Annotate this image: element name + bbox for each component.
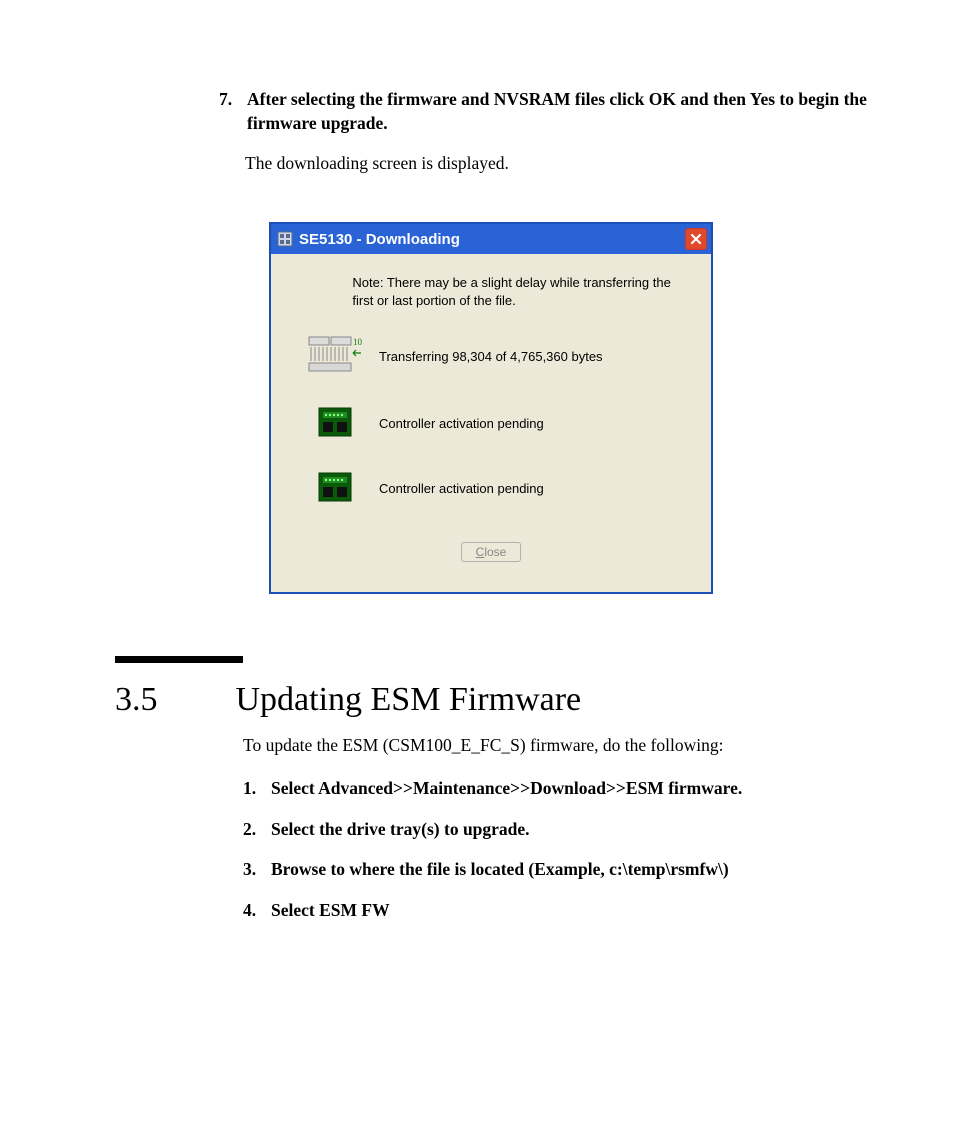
dialog-body: Note: There may be a slight delay while … bbox=[271, 254, 711, 592]
step-7: 7. After selecting the firmware and NVSR… bbox=[219, 88, 894, 135]
downloading-dialog: SE5130 - Downloading Note: There may be … bbox=[269, 222, 713, 594]
app-icon bbox=[277, 231, 293, 247]
close-button: Close bbox=[461, 542, 522, 562]
step-7-number: 7. bbox=[219, 88, 239, 135]
close-button-rest: lose bbox=[484, 545, 506, 559]
step-3-number: 3. bbox=[243, 857, 263, 882]
step-2: 2. Select the drive tray(s) to upgrade. bbox=[243, 817, 894, 842]
transfer-row: 101 Transferring 98,304 of 4,765,360 byt… bbox=[291, 335, 691, 378]
controller-a-text: Controller activation pending bbox=[379, 416, 544, 431]
dialog-close-button[interactable] bbox=[685, 228, 707, 250]
controller-chip-icon bbox=[317, 404, 353, 443]
section-rule bbox=[115, 656, 243, 663]
section-title: Updating ESM Firmware bbox=[236, 681, 582, 719]
step-1-text: Select Advanced>>Maintenance>>Download>>… bbox=[271, 776, 742, 801]
controller-chip-icon bbox=[317, 469, 353, 508]
dialog-title: SE5130 - Downloading bbox=[299, 231, 685, 248]
controller-b-row: Controller activation pending bbox=[291, 469, 691, 508]
step-4: 4. Select ESM FW bbox=[243, 898, 894, 923]
close-icon bbox=[690, 233, 702, 245]
transfer-status-text: Transferring 98,304 of 4,765,360 bytes bbox=[379, 349, 603, 364]
step-7-block: 7. After selecting the firmware and NVSR… bbox=[219, 88, 894, 594]
step-7-text: After selecting the firmware and NVSRAM … bbox=[247, 88, 894, 135]
step-3: 3. Browse to where the file is located (E… bbox=[243, 857, 894, 882]
section-steps: 1. Select Advanced>>Maintenance>>Download… bbox=[243, 776, 894, 922]
section-heading: 3.5 Updating ESM Firmware bbox=[115, 681, 894, 719]
step-2-number: 2. bbox=[243, 817, 263, 842]
step-1-number: 1. bbox=[243, 776, 263, 801]
dialog-note-text: Note: There may be a slight delay while … bbox=[352, 274, 691, 309]
svg-text:101: 101 bbox=[353, 337, 363, 347]
step-4-number: 4. bbox=[243, 898, 263, 923]
step-3-text: Browse to where the file is located (Exa… bbox=[271, 857, 729, 882]
controller-b-text: Controller activation pending bbox=[379, 481, 544, 496]
step-7-caption: The downloading screen is displayed. bbox=[245, 153, 894, 174]
dialog-titlebar: SE5130 - Downloading bbox=[271, 224, 711, 254]
step-4-text: Select ESM FW bbox=[271, 898, 390, 923]
section-intro: To update the ESM (CSM100_E_FC_S) firmwa… bbox=[243, 735, 894, 756]
section-number: 3.5 bbox=[115, 681, 158, 719]
transfer-tray-icon: 101 bbox=[307, 335, 363, 378]
step-2-text: Select the drive tray(s) to upgrade. bbox=[271, 817, 530, 842]
dialog-note-row: Note: There may be a slight delay while … bbox=[291, 274, 691, 309]
step-1: 1. Select Advanced>>Maintenance>>Download… bbox=[243, 776, 894, 801]
controller-a-row: Controller activation pending bbox=[291, 404, 691, 443]
